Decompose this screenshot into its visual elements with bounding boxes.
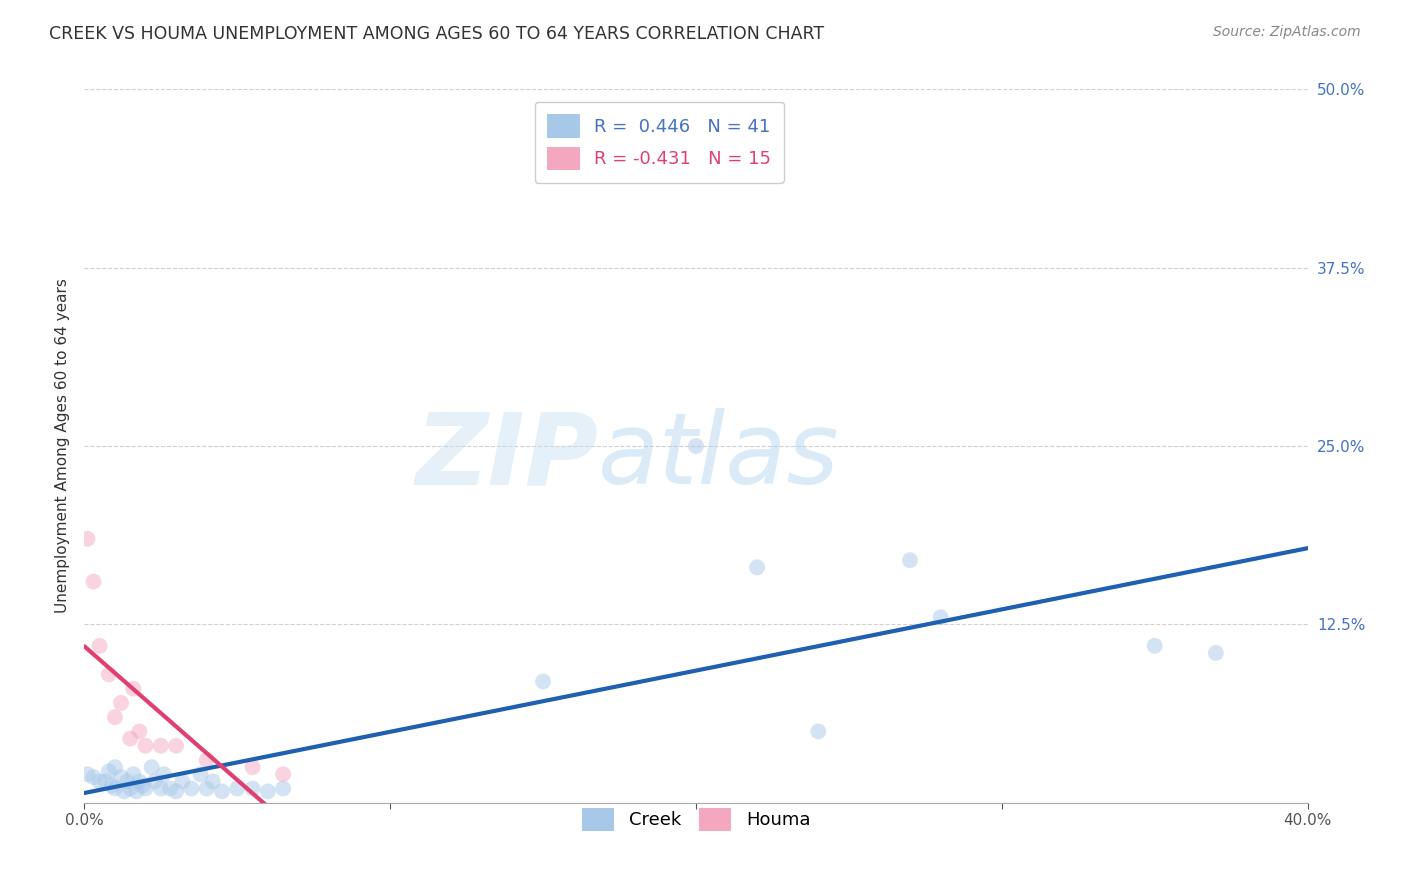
Text: atlas: atlas xyxy=(598,409,839,505)
Point xyxy=(1143,639,1166,653)
Point xyxy=(201,774,224,789)
Point xyxy=(531,674,554,689)
Point xyxy=(747,560,769,574)
Point xyxy=(195,753,218,767)
Point xyxy=(271,781,294,796)
Point xyxy=(226,781,249,796)
Point xyxy=(122,681,145,696)
Point xyxy=(149,739,172,753)
Point xyxy=(929,610,952,624)
Point xyxy=(120,731,142,746)
Point xyxy=(122,767,145,781)
Point xyxy=(135,781,157,796)
Point xyxy=(97,667,120,681)
Point xyxy=(128,724,150,739)
Point xyxy=(104,710,127,724)
Text: ZIP: ZIP xyxy=(415,409,598,505)
Point xyxy=(153,767,176,781)
Point xyxy=(807,724,830,739)
Point xyxy=(172,774,194,789)
Point xyxy=(110,770,132,784)
Text: Source: ZipAtlas.com: Source: ZipAtlas.com xyxy=(1213,25,1361,39)
Point xyxy=(180,781,202,796)
Point xyxy=(242,781,264,796)
Point xyxy=(89,774,111,789)
Point xyxy=(83,770,105,784)
Text: CREEK VS HOUMA UNEMPLOYMENT AMONG AGES 60 TO 64 YEARS CORRELATION CHART: CREEK VS HOUMA UNEMPLOYMENT AMONG AGES 6… xyxy=(49,25,824,43)
Point xyxy=(242,760,264,774)
Point xyxy=(76,532,98,546)
Point xyxy=(125,784,148,798)
Point xyxy=(195,781,218,796)
Point xyxy=(141,760,163,774)
Point xyxy=(115,774,138,789)
Point xyxy=(898,553,921,567)
Point xyxy=(97,764,120,779)
Point xyxy=(271,767,294,781)
Point xyxy=(104,781,127,796)
Point xyxy=(104,760,127,774)
Point xyxy=(120,781,142,796)
Point xyxy=(165,784,187,798)
Point xyxy=(110,696,132,710)
Legend: Creek, Houma: Creek, Houma xyxy=(572,799,820,840)
Point xyxy=(685,439,707,453)
Point xyxy=(83,574,105,589)
Point xyxy=(101,779,124,793)
Point xyxy=(128,774,150,789)
Point xyxy=(112,784,135,798)
Point xyxy=(76,767,98,781)
Point xyxy=(89,639,111,653)
Point xyxy=(165,739,187,753)
Point xyxy=(190,767,212,781)
Point xyxy=(94,774,117,789)
Point xyxy=(135,739,157,753)
Y-axis label: Unemployment Among Ages 60 to 64 years: Unemployment Among Ages 60 to 64 years xyxy=(55,278,70,614)
Point xyxy=(211,784,233,798)
Point xyxy=(257,784,280,798)
Point xyxy=(143,774,166,789)
Point xyxy=(149,781,172,796)
Point xyxy=(159,781,181,796)
Point xyxy=(1205,646,1227,660)
Point xyxy=(131,779,153,793)
